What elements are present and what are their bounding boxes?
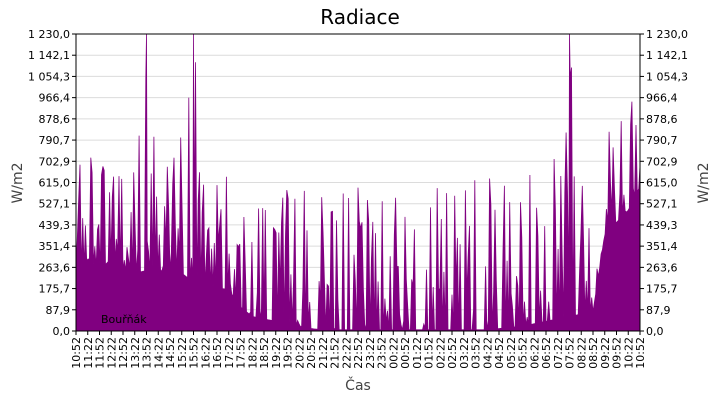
y-axis-label-right: W/m2 bbox=[696, 162, 712, 203]
x-axis: 10:5211:2211:5212:2212:5213:2213:5214:22… bbox=[70, 331, 647, 369]
y-tick-label: 966,4 bbox=[646, 92, 678, 105]
x-tick-label: 03:52 bbox=[470, 337, 483, 369]
x-tick-label: 09:22 bbox=[599, 337, 612, 369]
chart-title: Radiace bbox=[320, 5, 400, 29]
x-tick-label: 15:22 bbox=[176, 337, 189, 369]
x-tick-label: 18:22 bbox=[246, 337, 259, 369]
x-tick-label: 15:52 bbox=[188, 337, 201, 369]
x-tick-label: 16:52 bbox=[211, 337, 224, 369]
y-tick-label: 790,7 bbox=[39, 134, 71, 147]
y-tick-label: 351,4 bbox=[646, 240, 678, 253]
x-tick-label: 14:22 bbox=[152, 337, 165, 369]
y-tick-label: 439,3 bbox=[39, 219, 71, 232]
x-tick-label: 07:52 bbox=[564, 337, 577, 369]
x-tick-label: 14:52 bbox=[164, 337, 177, 369]
x-tick-label: 23:22 bbox=[364, 337, 377, 369]
grid-lines bbox=[76, 54, 640, 311]
y-tick-label: 615,0 bbox=[39, 177, 71, 190]
y-tick-label: 878,6 bbox=[646, 113, 678, 126]
x-tick-label: 13:22 bbox=[129, 337, 142, 369]
x-tick-label: 06:52 bbox=[540, 337, 553, 369]
y-tick-label: 175,7 bbox=[646, 283, 678, 296]
legend-label: Bouřňák bbox=[101, 313, 147, 326]
x-tick-label: 12:52 bbox=[117, 337, 130, 369]
y-tick-label: 87,9 bbox=[646, 304, 671, 317]
y-tick-label: 790,7 bbox=[646, 134, 678, 147]
x-tick-label: 10:52 bbox=[70, 337, 83, 369]
x-axis-label: Čas bbox=[345, 376, 371, 394]
x-tick-label: 10:22 bbox=[622, 337, 635, 369]
y-tick-label: 87,9 bbox=[46, 304, 71, 317]
x-tick-label: 05:22 bbox=[505, 337, 518, 369]
y-tick-label: 263,6 bbox=[39, 261, 71, 274]
x-tick-label: 21:22 bbox=[317, 337, 330, 369]
y-axis-label-left: W/m2 bbox=[10, 162, 26, 203]
y-tick-label: 878,6 bbox=[39, 113, 71, 126]
x-tick-label: 20:22 bbox=[293, 337, 306, 369]
x-tick-label: 10:52 bbox=[634, 337, 647, 369]
y-axis-right: 0,0 87,9 175,7 263,6 351,4 439,3 527,1 615,0 702… bbox=[640, 28, 688, 338]
y-tick-label: 527,1 bbox=[646, 198, 678, 211]
x-tick-label: 12:22 bbox=[105, 337, 118, 369]
y-tick-label: 1 054,3 bbox=[646, 70, 688, 83]
x-tick-label: 01:22 bbox=[411, 337, 424, 369]
x-tick-label: 00:52 bbox=[399, 337, 412, 369]
y-tick-label: 1 054,3 bbox=[28, 70, 70, 83]
x-tick-label: 05:52 bbox=[517, 337, 530, 369]
x-tick-label: 17:22 bbox=[223, 337, 236, 369]
x-tick-label: 18:52 bbox=[258, 337, 271, 369]
y-tick-label: 615,0 bbox=[646, 177, 678, 190]
x-tick-label: 09:52 bbox=[611, 337, 624, 369]
x-tick-label: 02:22 bbox=[434, 337, 447, 369]
x-tick-label: 21:52 bbox=[329, 337, 342, 369]
y-tick-label: 439,3 bbox=[646, 219, 678, 232]
y-tick-label: 263,6 bbox=[646, 261, 678, 274]
y-tick-label: 1 230,0 bbox=[646, 28, 688, 41]
x-tick-label: 19:22 bbox=[270, 337, 283, 369]
y-axis-left: 0,0 87,9 175,7 263,6 351,4 439,3 527,1 615,0 702… bbox=[28, 28, 76, 338]
x-tick-label: 07:22 bbox=[552, 337, 565, 369]
x-tick-label: 11:52 bbox=[94, 337, 107, 369]
x-tick-label: 02:52 bbox=[446, 337, 459, 369]
legend: Bouřňák bbox=[82, 313, 147, 326]
x-tick-label: 03:22 bbox=[458, 337, 471, 369]
legend-swatch bbox=[82, 313, 93, 324]
x-tick-label: 04:52 bbox=[493, 337, 506, 369]
x-tick-label: 20:52 bbox=[305, 337, 318, 369]
x-tick-label: 01:52 bbox=[423, 337, 436, 369]
x-tick-label: 22:52 bbox=[352, 337, 365, 369]
y-tick-label: 1 230,0 bbox=[28, 28, 70, 41]
x-tick-label: 16:22 bbox=[199, 337, 212, 369]
series-area-path bbox=[75, 33, 641, 332]
x-tick-label: 23:52 bbox=[376, 337, 389, 369]
x-tick-label: 06:22 bbox=[528, 337, 541, 369]
y-tick-label: 1 142,1 bbox=[28, 49, 70, 62]
x-tick-label: 13:52 bbox=[141, 337, 154, 369]
y-tick-label: 966,4 bbox=[39, 92, 71, 105]
y-tick-label: 702,9 bbox=[646, 155, 678, 168]
series-area bbox=[75, 33, 641, 332]
x-tick-label: 00:22 bbox=[387, 337, 400, 369]
y-tick-label: 351,4 bbox=[39, 240, 71, 253]
y-tick-label: 527,1 bbox=[39, 198, 71, 211]
x-tick-label: 22:22 bbox=[340, 337, 353, 369]
x-tick-label: 04:22 bbox=[481, 337, 494, 369]
y-tick-label: 1 142,1 bbox=[646, 49, 688, 62]
y-tick-label: 175,7 bbox=[39, 283, 71, 296]
y-tick-label: 0,0 bbox=[53, 325, 71, 338]
y-tick-label: 702,9 bbox=[39, 155, 71, 168]
x-tick-label: 11:22 bbox=[82, 337, 95, 369]
x-tick-label: 19:52 bbox=[282, 337, 295, 369]
x-tick-label: 08:22 bbox=[575, 337, 588, 369]
x-tick-label: 17:52 bbox=[235, 337, 248, 369]
x-tick-label: 08:52 bbox=[587, 337, 600, 369]
y-tick-label: 0,0 bbox=[646, 325, 664, 338]
